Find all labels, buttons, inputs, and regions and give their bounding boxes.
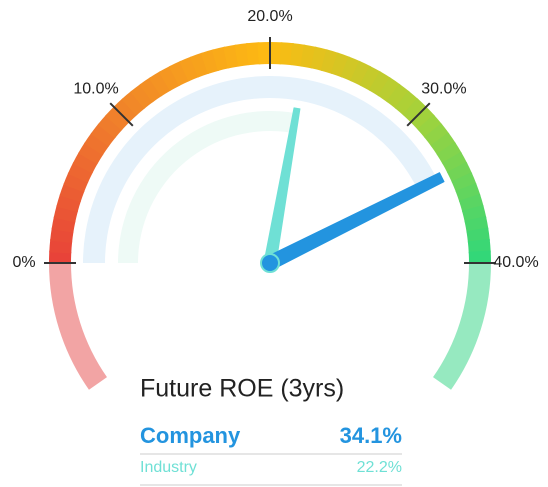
- gauge-ring: [359, 65, 382, 92]
- gauge-ring: [49, 250, 72, 264]
- gauge-ring: [368, 71, 392, 97]
- value-band: [83, 76, 438, 263]
- tick-mark: [406, 102, 431, 127]
- gauge-ring: [430, 132, 456, 156]
- gauge-ring: [377, 77, 401, 103]
- gauge-ring: [179, 56, 200, 82]
- gauge-extension: [433, 263, 491, 390]
- legend-name: Company: [140, 423, 241, 448]
- tick-label: 10.0%: [73, 80, 118, 97]
- gauge-ring: [63, 172, 89, 193]
- gauge-ring: [350, 60, 372, 87]
- gauge-ring: [121, 90, 146, 116]
- gauge-ring: [234, 43, 250, 67]
- gauge-ring: [410, 106, 435, 131]
- gauge-ring: [330, 52, 351, 78]
- gauge-ring: [402, 98, 427, 123]
- gauge-ring: [113, 98, 138, 123]
- gauge-ring: [59, 182, 85, 203]
- gauge-ring: [441, 151, 468, 174]
- gauge-ring: [279, 42, 294, 66]
- needle: [266, 172, 445, 270]
- gauge-ring: [90, 123, 116, 147]
- gauge-ring: [56, 193, 81, 213]
- gauge-ring: [105, 106, 130, 131]
- gauge-ring: [451, 172, 477, 193]
- gauge-ring: [78, 141, 104, 165]
- gauge-extension: [49, 263, 107, 390]
- gauge-ring: [467, 239, 491, 254]
- gauge-ring: [466, 227, 490, 243]
- gauge-ring: [436, 141, 462, 165]
- chart-title: Future ROE (3yrs): [140, 375, 344, 403]
- gauge-ring: [386, 83, 410, 109]
- legend-value: 22.2%: [357, 459, 402, 476]
- legend-value: 34.1%: [340, 423, 402, 448]
- tick-label: 20.0%: [247, 8, 292, 25]
- gauge-ring: [269, 42, 283, 65]
- gauge-ring: [130, 83, 154, 109]
- gauge-ring: [468, 250, 491, 264]
- gauge-ring: [72, 151, 99, 174]
- gauge-ring: [158, 65, 181, 92]
- gauge-ring: [67, 161, 94, 183]
- gauge-ring: [246, 42, 261, 66]
- gauge-ring: [97, 114, 123, 139]
- tick-mark: [109, 102, 134, 127]
- gauge-ring: [84, 132, 110, 156]
- value-band: [118, 111, 297, 263]
- gauge-ring: [139, 77, 163, 103]
- tick-label: 30.0%: [421, 80, 466, 97]
- legend-name: Industry: [140, 459, 197, 476]
- gauge-ring: [417, 114, 443, 139]
- gauge-ring: [424, 123, 450, 147]
- gauge-ring: [394, 90, 419, 116]
- gauge-ring: [257, 41, 271, 65]
- needle-hub: [260, 253, 280, 273]
- gauge-ring: [49, 239, 73, 254]
- gauge-ring: [320, 49, 340, 74]
- gauge-ring: [148, 71, 172, 97]
- gauge-ring: [340, 56, 361, 82]
- tick-label: 0%: [12, 254, 35, 271]
- tick-label: 40.0%: [493, 254, 538, 271]
- gauge-ring: [168, 60, 190, 87]
- gauge-ring: [446, 161, 473, 183]
